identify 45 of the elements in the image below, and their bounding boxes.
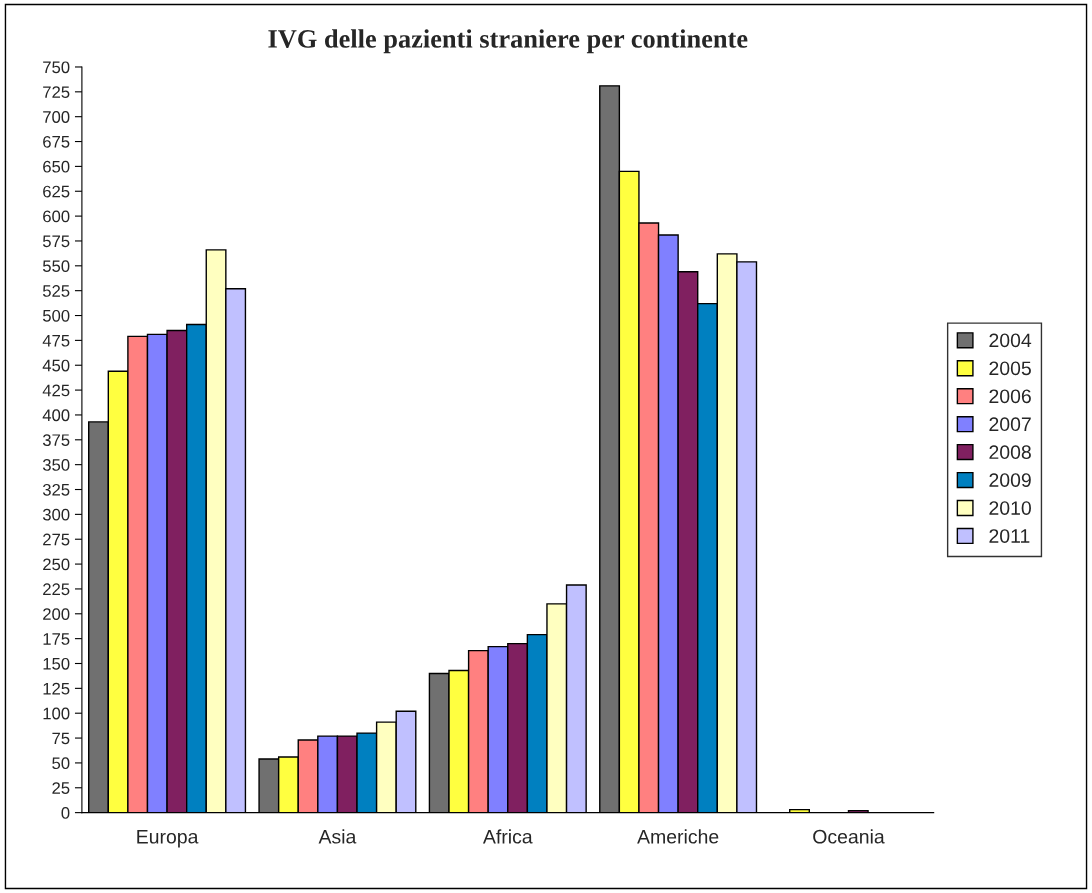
y-tick-label: 200 [43, 608, 70, 620]
y-tick-label: 150 [43, 657, 70, 670]
y-tick-label: 175 [43, 633, 70, 645]
x-tick-label: Europa [137, 830, 199, 848]
legend-label: 2010 [989, 501, 1031, 515]
y-tick-label: 0 [61, 807, 70, 819]
y-tick-label: 675 [43, 135, 70, 148]
legend-label: 2006 [989, 389, 1031, 404]
x-tick-label: Asia [318, 829, 357, 844]
y-tick-label: 550 [42, 260, 70, 273]
legend-label: 2004 [989, 333, 1032, 348]
y-tick-label: 25 [52, 782, 70, 794]
y-tick-label: 575 [42, 235, 70, 248]
y-tick-label: 600 [43, 210, 70, 223]
y-tick-label: 700 [43, 111, 70, 123]
legend-label: 2011 [989, 529, 1030, 543]
legend-label: 2009 [989, 473, 1031, 487]
x-tick-label: Africa [482, 829, 533, 844]
y-tick-label: 475 [42, 334, 70, 347]
y-tick-label: 225 [43, 583, 70, 596]
chart-title: IVG delle pazienti straniere per continente [268, 29, 748, 54]
y-tick-label: 725 [43, 86, 70, 99]
y-tick-label: 125 [43, 682, 70, 695]
y-tick-label: 450 [42, 359, 70, 372]
y-tick-label: 500 [42, 309, 70, 322]
y-tick-label: 750 [43, 61, 70, 74]
y-tick-label: 650 [43, 160, 70, 173]
legend-label: 2005 [989, 361, 1031, 376]
y-tick-label: 250 [43, 558, 70, 571]
y-tick-label: 275 [43, 533, 70, 546]
y-tick-label: 375 [42, 434, 70, 447]
legend-label: 2007 [989, 417, 1031, 432]
y-tick-label: 50 [52, 757, 70, 770]
x-tick-label: Oceania [813, 829, 885, 844]
y-tick-label: 300 [42, 508, 70, 521]
y-tick-label: 525 [42, 285, 70, 297]
y-tick-label: 425 [42, 384, 70, 397]
y-tick-label: 625 [43, 185, 70, 198]
y-tick-label: 325 [42, 483, 70, 496]
y-tick-label: 100 [43, 707, 70, 720]
y-tick-label: 400 [42, 409, 70, 422]
x-tick-label: Americhe [637, 829, 719, 844]
y-tick-label: 350 [42, 459, 70, 471]
legend-label: 2008 [989, 445, 1031, 460]
y-tick-label: 75 [52, 732, 70, 745]
